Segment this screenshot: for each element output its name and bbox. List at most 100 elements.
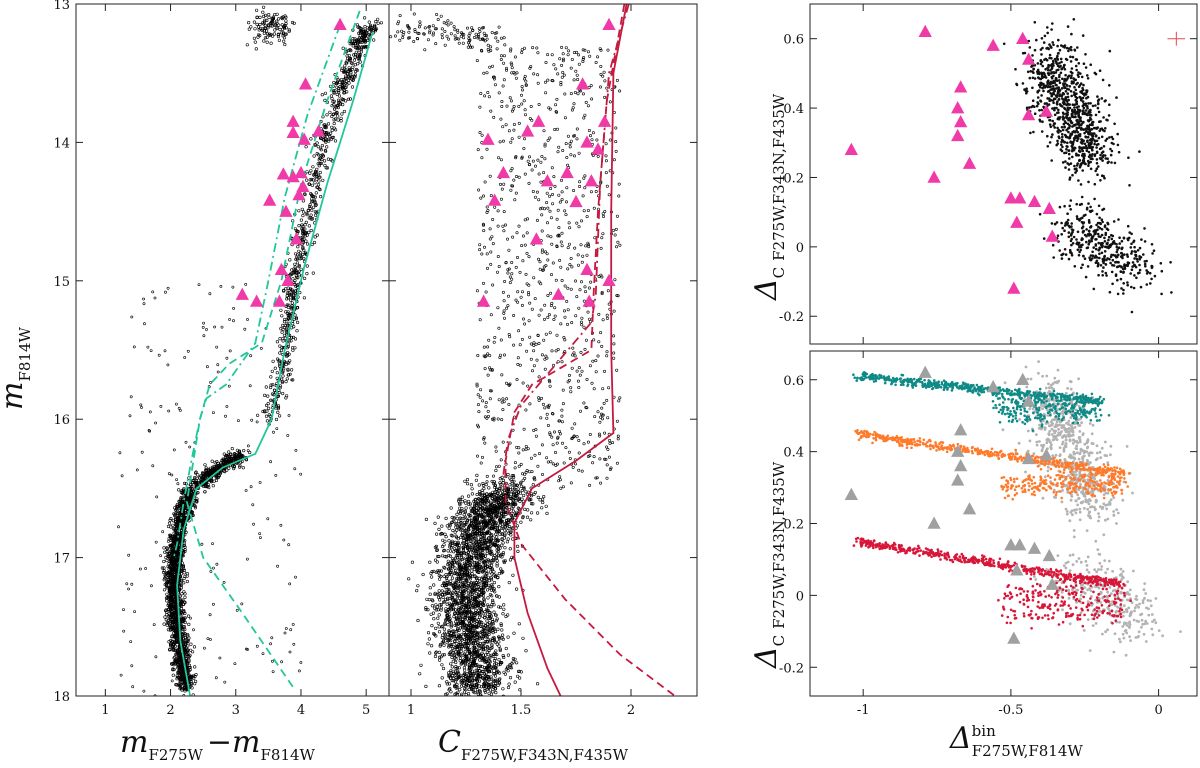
star-point [447,601,451,605]
star-point [182,682,186,687]
star-point [205,328,208,331]
star-point [187,665,191,670]
star-point [169,525,173,529]
star-point [276,34,281,39]
star-point [441,544,445,549]
star-point [443,583,447,588]
star-point [174,402,178,406]
triangle-marker [311,124,326,137]
y-tick-label: 13 [53,0,70,13]
star-point [339,116,343,120]
star-point [223,470,227,474]
star-point [186,634,190,638]
star-point [228,349,232,353]
star-point [232,306,236,310]
star-point [302,256,306,261]
star-point [491,704,494,707]
star-point [451,528,455,533]
star-point [336,105,340,110]
cmd-panel [117,5,384,696]
star-point [183,616,187,620]
star-point [266,517,270,521]
star-point [208,613,212,617]
star-point [488,549,492,553]
star-point [353,73,358,77]
triangle-marker [249,294,264,307]
star-point [455,623,459,627]
star-point [459,555,464,559]
star-point [225,356,229,360]
star-point [130,582,134,586]
star-point [489,700,492,703]
star-point [436,554,440,559]
star-point [182,619,186,623]
star-point [467,601,471,605]
star-point [263,393,267,398]
star-point [337,98,341,102]
star-point [274,473,278,477]
star-point [269,642,273,646]
star-point [191,693,195,696]
star-point [312,154,316,158]
star-point [469,620,473,624]
star-point [307,224,311,228]
star-point [262,39,266,43]
star-point [283,631,287,635]
star-point [318,188,322,192]
star-point [361,37,365,41]
star-point [474,551,479,555]
star-point [491,702,494,705]
star-point [347,57,352,61]
star-point [515,674,520,678]
star-point [330,128,334,132]
star-point [456,584,460,588]
star-point [299,472,303,476]
triangle-marker [263,193,277,206]
star-point [362,31,366,36]
triangle-marker [292,187,306,201]
star-point [452,654,456,658]
star-point [508,558,513,562]
star-point [437,589,441,593]
star-point [354,45,358,50]
star-point [291,297,296,301]
star-point [467,599,472,603]
star-point [332,121,336,126]
star-point [241,466,245,470]
star-point [191,480,195,485]
star-point [315,177,319,181]
star-point [454,657,458,661]
star-point [183,516,187,520]
star-point [470,669,474,673]
star-point [481,534,485,538]
star-point [485,577,489,581]
star-point [441,666,446,671]
star-point [348,97,353,101]
star-point [487,703,490,706]
star-point [176,515,180,519]
star-point [173,583,177,587]
star-point [296,257,300,261]
star-point [167,536,171,541]
star-point [186,349,190,353]
star-point [167,521,172,525]
star-point [173,517,178,521]
star-point [496,627,500,631]
star-point [304,145,308,149]
star-point [171,673,175,677]
star-point [459,579,463,584]
star-point [476,649,480,653]
star-point [216,476,220,480]
star-point [132,345,136,349]
star-point [249,485,253,489]
star-point [358,40,362,45]
star-point [262,5,266,9]
star-point [500,537,504,542]
star-point [140,450,144,454]
star-point [265,18,269,23]
star-point [171,667,175,671]
star-point [294,448,298,452]
star-point [474,478,479,482]
star-point [271,383,275,387]
star-point [455,512,459,517]
